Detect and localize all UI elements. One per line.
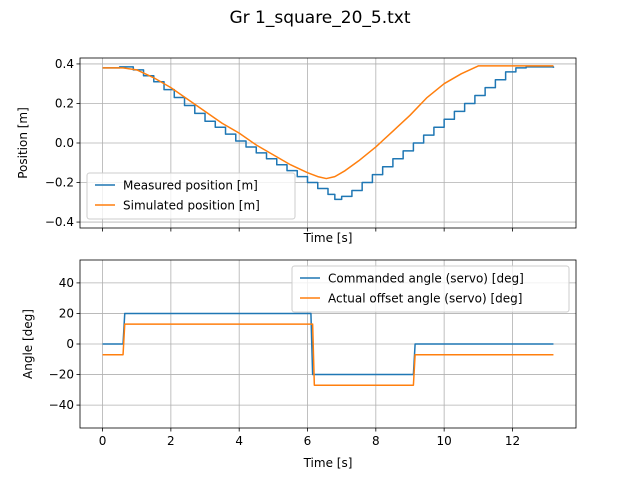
legend: Measured position [m] Simulated position … xyxy=(86,172,296,220)
legend-box xyxy=(86,172,296,220)
y-tick-label: −40 xyxy=(49,398,74,412)
x-tick-label: 0 xyxy=(99,434,107,448)
x-tick-label: 12 xyxy=(505,434,520,448)
legend-label: Commanded angle (servo) [deg] xyxy=(328,272,524,286)
position-chart: −0.4 −0.2 0.0 0.2 0.4 Time [s] Position [m] Mea… xyxy=(16,57,577,245)
y-tick-label: −20 xyxy=(49,368,74,382)
y-tick-label: 40 xyxy=(59,276,74,290)
legend-label: Actual offset angle (servo) [deg] xyxy=(328,292,522,306)
x-tick-label: 4 xyxy=(235,434,243,448)
figure-title: Gr 1_square_20_5.txt xyxy=(229,8,410,28)
y-tick-label: 20 xyxy=(59,306,74,320)
series-line-2 xyxy=(102,65,554,180)
y-tick-label: 0.2 xyxy=(55,96,74,110)
y-tick-label: 0.4 xyxy=(55,57,74,71)
legend: Commanded angle (servo) [deg] Actual offs… xyxy=(291,265,570,313)
legend-label: Measured position [m] xyxy=(123,179,258,193)
series-line-1 xyxy=(102,66,555,201)
legend-label: Simulated position [m] xyxy=(123,199,260,213)
legend-box xyxy=(291,265,570,313)
y-tick-label: 0 xyxy=(66,337,74,351)
x-tick-label: 10 xyxy=(437,434,452,448)
y-tick-label: −0.2 xyxy=(45,176,74,190)
y-tick-label: 0.0 xyxy=(55,136,74,150)
x-tick-label: 2 xyxy=(167,434,175,448)
y-axis-label: Position [m] xyxy=(16,107,30,179)
x-tick-label: 6 xyxy=(304,434,312,448)
x-tick-label: 8 xyxy=(372,434,380,448)
x-axis-label: Time [s] xyxy=(303,456,353,470)
angle-chart: 0 2 4 6 8 10 12 −40 −20 0 20 40 Time [s] Angle [deg] C… xyxy=(21,259,577,470)
y-axis-label: Angle [deg] xyxy=(21,309,35,379)
x-axis-label: Time [s] xyxy=(303,231,353,245)
series-line-2 xyxy=(102,323,554,386)
y-tick-label: −0.4 xyxy=(45,215,74,229)
